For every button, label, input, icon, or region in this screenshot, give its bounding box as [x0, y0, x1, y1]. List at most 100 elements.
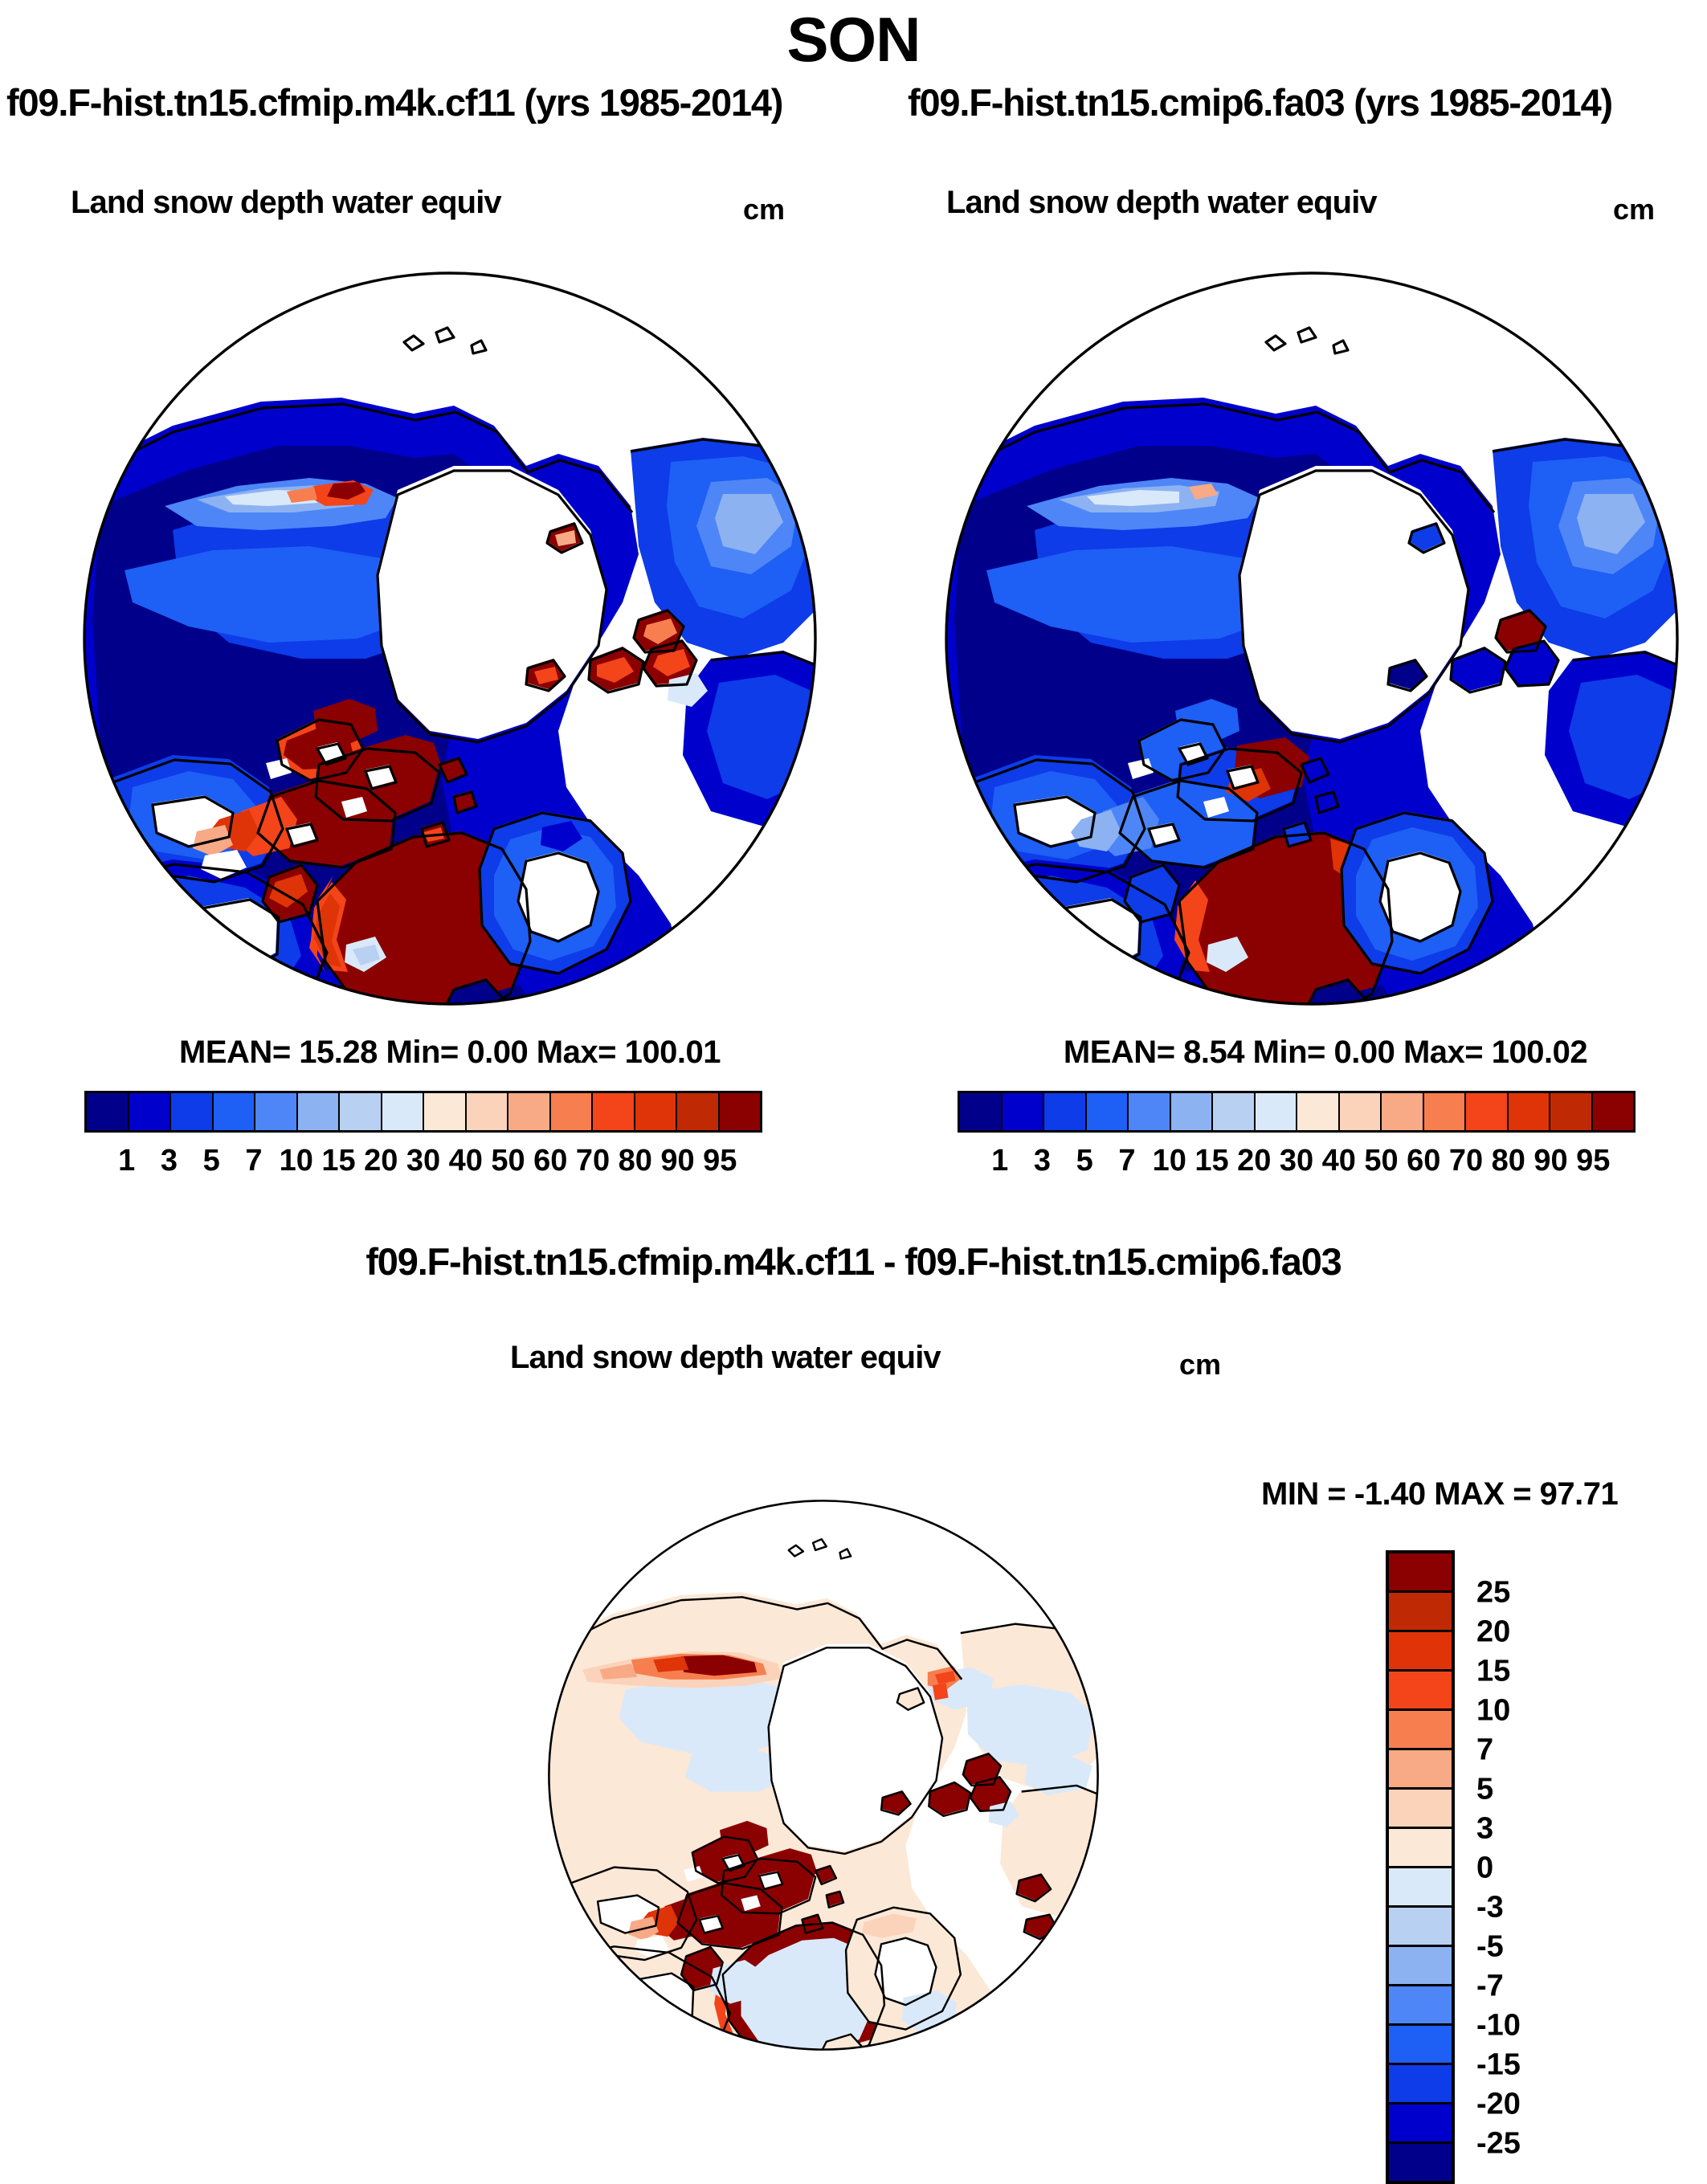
colorbar-tick-label: -20	[1476, 2087, 1521, 2121]
right-panel-stats: MEAN= 8.54 Min= 0.00 Max= 100.02	[1063, 1035, 1588, 1070]
colorbar-tick-label: 7	[245, 1144, 263, 1178]
colorbar-cell	[129, 1093, 171, 1130]
colorbar-tick-label: 80	[618, 1144, 652, 1178]
colorbar-cell	[508, 1093, 551, 1130]
colorbar-cell	[677, 1093, 720, 1130]
colorbar-tick-label: -3	[1476, 1890, 1504, 1925]
colorbar-right-labels: 1 3 5 7 10 15 20 30 40 50 60 70 80 90 95	[958, 1144, 1636, 1186]
colorbar-tick-label: 80	[1491, 1144, 1525, 1178]
colorbar-tick-label: 20	[1237, 1144, 1272, 1178]
colorbar-right-cells	[958, 1091, 1636, 1133]
colorbar-tick-label: 3	[1476, 1811, 1494, 1846]
colorbar-cell	[1389, 1947, 1452, 1986]
colorbar-tick-label: 15	[1194, 1144, 1229, 1178]
difference-title: f09.F-hist.tn15.cfmip.m4k.cf11 - f09.F-h…	[365, 1240, 1342, 1283]
colorbar-tick-label: 3	[160, 1144, 178, 1178]
colorbar-cell	[635, 1093, 677, 1130]
colorbar-left: 1 3 5 7 10 15 20 30 40 50 60 70 80 90 95	[84, 1091, 762, 1186]
colorbar-cell	[1086, 1093, 1129, 1130]
colorbar-cell	[1382, 1093, 1424, 1130]
colorbar-left-cells	[84, 1091, 762, 1133]
colorbar-cell	[1170, 1093, 1213, 1130]
colorbar-tick-label: 5	[1076, 1144, 1093, 1178]
colorbar-tick-label: 60	[1407, 1144, 1441, 1178]
case-title-right: f09.F-hist.tn15.cmip6.fa03 (yrs 1985-201…	[908, 81, 1613, 124]
colorbar-cell	[719, 1093, 760, 1130]
colorbar-tick-label: 20	[1476, 1615, 1511, 1649]
colorbar-tick-label: 10	[279, 1144, 313, 1178]
colorbar-tick-label: 7	[1476, 1733, 1494, 1767]
colorbar-cell	[1389, 1553, 1452, 1593]
colorbar-cell	[213, 1093, 255, 1130]
colorbar-cell	[1389, 1593, 1452, 1632]
colorbar-tick-label: 5	[202, 1144, 220, 1178]
colorbar-cell	[1044, 1093, 1087, 1130]
colorbar-cell	[424, 1093, 467, 1130]
left-panel-units-label: cm	[743, 193, 786, 226]
colorbar-tick-label: 40	[1321, 1144, 1356, 1178]
colorbar-cell	[1423, 1093, 1466, 1130]
colorbar-tick-label: 10	[1476, 1693, 1511, 1728]
colorbar-cell	[1389, 1829, 1452, 1868]
right-panel-variable-label: Land snow depth water equiv	[946, 185, 1378, 220]
colorbar-tick-label: 0	[1476, 1851, 1494, 1885]
colorbar-cell	[960, 1093, 1003, 1130]
colorbar-cell	[1389, 1868, 1452, 1908]
colorbar-tick-label: 10	[1152, 1144, 1186, 1178]
colorbar-tick-label: 95	[1576, 1144, 1611, 1178]
colorbar-tick-label: 95	[703, 1144, 737, 1178]
map-left	[76, 265, 823, 1012]
colorbar-tick-label: 25	[1476, 1575, 1511, 1610]
colorbar-cell	[550, 1093, 593, 1130]
colorbar-cell	[1339, 1093, 1382, 1130]
colorbar-cell	[1002, 1093, 1044, 1130]
colorbar-cell	[1255, 1093, 1297, 1130]
colorbar-tick-label: 1	[118, 1144, 136, 1178]
colorbar-tick-label: 15	[1476, 1654, 1511, 1688]
colorbar-tick-label: -25	[1476, 2126, 1521, 2161]
colorbar-cell	[171, 1093, 214, 1130]
colorbar-tick-label: -15	[1476, 2047, 1521, 2082]
colorbar-cell	[1389, 1986, 1452, 2026]
colorbar-right: 1 3 5 7 10 15 20 30 40 50 60 70 80 90 95	[958, 1091, 1636, 1186]
colorbar-cell	[382, 1093, 424, 1130]
colorbar-tick-label: 30	[1279, 1144, 1314, 1178]
colorbar-cell	[1466, 1093, 1509, 1130]
colorbar-tick-label: -5	[1476, 1929, 1504, 1964]
colorbar-tick-label: 50	[1364, 1144, 1399, 1178]
colorbar-cell	[1592, 1093, 1633, 1130]
colorbar-cell	[340, 1093, 382, 1130]
colorbar-cell	[1550, 1093, 1593, 1130]
colorbar-tick-label: 70	[575, 1144, 611, 1178]
colorbar-cell	[1508, 1093, 1550, 1130]
map-right	[938, 265, 1685, 1012]
colorbar-difference	[1386, 1550, 1455, 2184]
colorbar-tick-label: 90	[660, 1144, 695, 1178]
colorbar-tick-label: 50	[491, 1144, 525, 1178]
colorbar-cell	[1297, 1093, 1340, 1130]
colorbar-cell	[1389, 2104, 1452, 2144]
colorbar-cell	[297, 1093, 340, 1130]
colorbar-cell	[87, 1093, 129, 1130]
colorbar-cell	[593, 1093, 635, 1130]
colorbar-cell	[1389, 1790, 1452, 1829]
left-panel-stats: MEAN= 15.28 Min= 0.00 Max= 100.01	[179, 1035, 721, 1070]
colorbar-tick-label: 1	[991, 1144, 1009, 1178]
colorbar-tick-label: -10	[1476, 2008, 1521, 2043]
colorbar-tick-label: 3	[1033, 1144, 1052, 1178]
colorbar-tick-label: 60	[533, 1144, 568, 1178]
colorbar-tick-label: 7	[1118, 1144, 1136, 1178]
colorbar-cell	[1389, 1672, 1452, 1711]
colorbar-cell	[1389, 1711, 1452, 1750]
left-panel-variable-label: Land snow depth water equiv	[71, 185, 502, 220]
diff-panel-units-label: cm	[1179, 1348, 1222, 1381]
colorbar-cell	[1389, 2144, 1452, 2181]
colorbar-tick-label: 20	[364, 1144, 398, 1178]
case-title-left: f09.F-hist.tn15.cfmip.m4k.cf11 (yrs 1985…	[6, 81, 783, 124]
colorbar-tick-label: 5	[1476, 1772, 1494, 1806]
colorbar-tick-label: 40	[448, 1144, 483, 1178]
colorbar-cell	[1213, 1093, 1256, 1130]
colorbar-cell	[1389, 1750, 1452, 1790]
colorbar-tick-label: 30	[406, 1144, 441, 1178]
colorbar-tick-label: -7	[1476, 1969, 1504, 2003]
